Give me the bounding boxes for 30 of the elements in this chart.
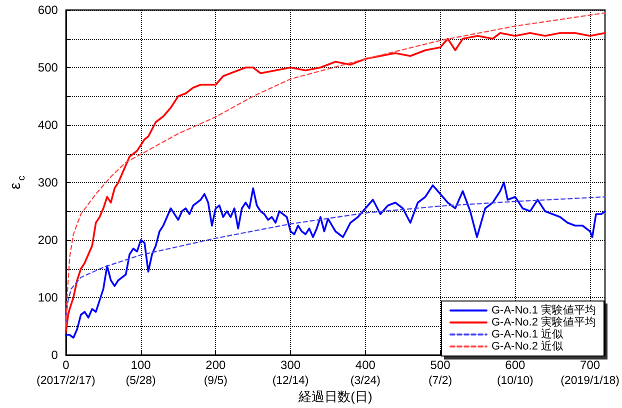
x-tick-label: 300	[280, 358, 301, 372]
x-tick-label: 0	[62, 358, 70, 372]
y-tick-label: 100	[38, 290, 58, 304]
y-axis-title: εc	[7, 176, 28, 190]
y-tick-label: 200	[38, 233, 58, 247]
x2-tick-label: (2019/1/18)	[560, 375, 620, 387]
y-tick-label: 300	[38, 176, 58, 190]
x2-tick-label: (12/14)	[272, 375, 309, 387]
x2-tick-label: (5/28)	[126, 375, 156, 387]
y-tick-label: 0	[51, 348, 58, 362]
legend-label: G-A-No.1 近似	[491, 328, 564, 340]
legend-label: G-A-No.2 近似	[491, 340, 564, 352]
x2-tick-label: (9/5)	[204, 375, 228, 387]
x2-tick-label: (7/2)	[428, 375, 452, 387]
x-tick-label: 400	[355, 358, 376, 372]
x-tick-label: 700	[580, 358, 600, 372]
x-tick-label: 600	[505, 358, 526, 372]
y-tick-label: 400	[38, 118, 58, 132]
y-tick-label: 500	[38, 60, 58, 74]
x2-tick-label: (2017/2/17)	[36, 375, 96, 387]
x-axis-title: 経過日数(日)	[298, 389, 372, 404]
legend-label: G-A-No.1 実験値平均	[491, 304, 596, 316]
x2-tick-label: (10/10)	[496, 375, 534, 387]
x-tick-label: 500	[430, 358, 451, 372]
x2-tick-label: (3/24)	[350, 375, 381, 387]
line-series	[65, 182, 606, 339]
y-tick-label: 600	[38, 3, 58, 17]
legend-label: G-A-No.2 実験値平均	[491, 316, 596, 328]
x-tick-label: 100	[130, 358, 152, 372]
x-tick-label: 200	[206, 358, 226, 372]
